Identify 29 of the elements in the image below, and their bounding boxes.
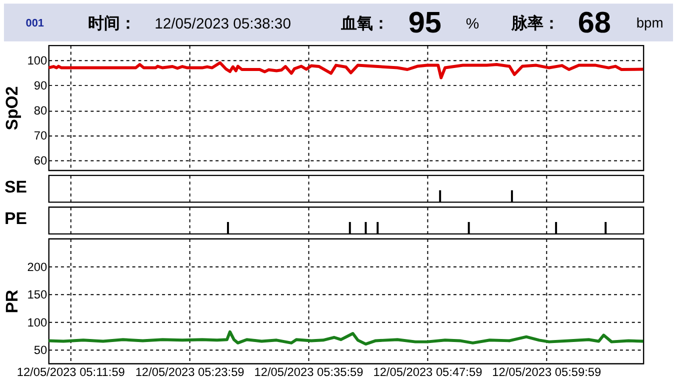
- y-tick-label: 70: [34, 128, 48, 143]
- text: 001: [26, 17, 44, 30]
- text: 血氧：: [340, 14, 389, 32]
- y-tick-label: 60: [34, 154, 48, 168]
- y-tick-label: 150: [27, 288, 48, 302]
- y-tick-label: 80: [34, 104, 48, 118]
- text: 68: [578, 6, 611, 40]
- text: bpm: [636, 14, 664, 30]
- y-tick-label: 200: [27, 260, 48, 274]
- y-tick-label: 90: [34, 78, 48, 93]
- x-tick-label: 12/05/2023 05:59:59: [492, 364, 602, 379]
- x-tick-label: 12/05/2023 05:47:59: [373, 364, 483, 379]
- line-series: [48, 330, 644, 346]
- text: 12/05/2023 05:38:30: [154, 16, 291, 32]
- y-tick-label: 100: [27, 54, 48, 68]
- y-tick-label: 50: [34, 343, 48, 358]
- text: %: [466, 16, 480, 32]
- y-tick-label: 100: [27, 315, 48, 330]
- text: 时间：: [88, 14, 136, 32]
- x-tick-label: 12/05/2023 05:23:59: [135, 364, 245, 379]
- x-tick-label: 12/05/2023 05:35:59: [254, 364, 364, 379]
- text: 95: [408, 6, 442, 40]
- x-tick-label: 12/05/2023 05:11:59: [16, 364, 126, 379]
- y-axis-title: SE: [4, 177, 27, 196]
- line-series: [48, 61, 644, 80]
- y-axis-title: SpO2: [2, 86, 22, 130]
- text: 脉率：: [510, 14, 560, 32]
- y-axis-title: PE: [4, 209, 27, 228]
- y-axis-title: PR: [2, 290, 22, 314]
